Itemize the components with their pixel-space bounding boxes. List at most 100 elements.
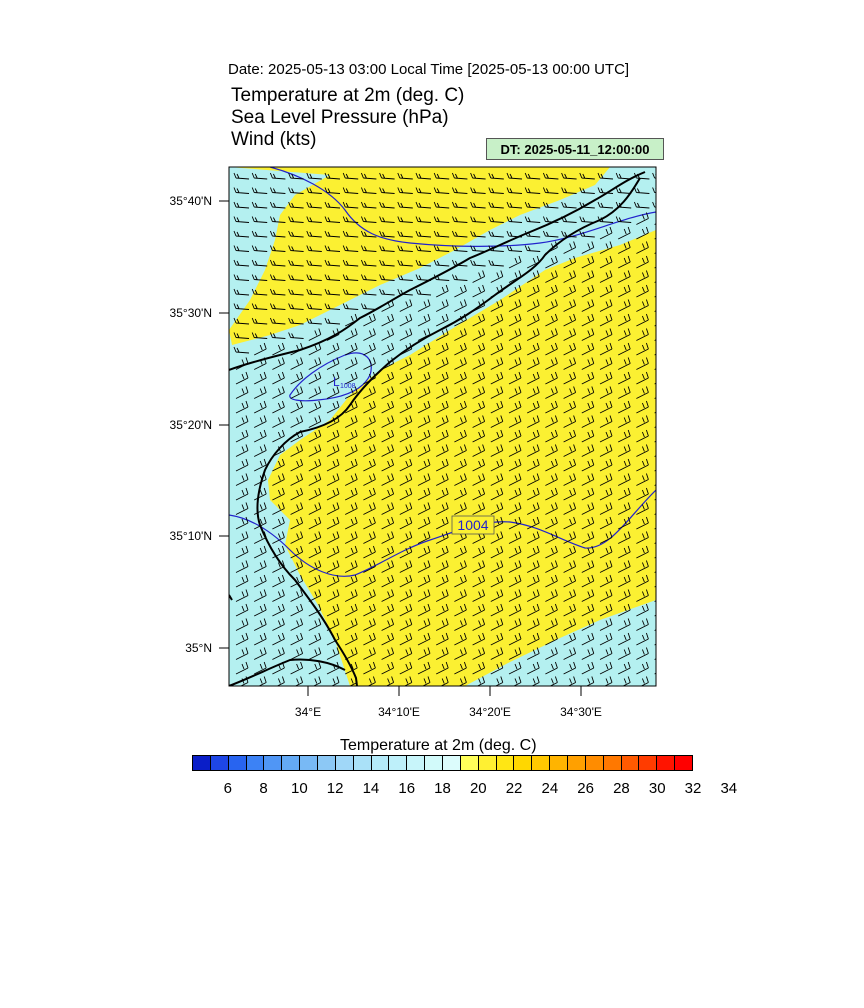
- wind-barb: [435, 545, 449, 559]
- wind-barb: [417, 531, 431, 544]
- wind-barb: [599, 241, 613, 254]
- wind-barb: [342, 288, 359, 296]
- wind-barb: [269, 187, 286, 194]
- wind-barb: [288, 187, 304, 194]
- wind-barb: [490, 545, 504, 559]
- wind-barb: [488, 259, 504, 267]
- wind-barb: [472, 545, 486, 559]
- wind-barb: [253, 386, 267, 399]
- wind-barb: [563, 313, 577, 327]
- wind-barb: [454, 560, 467, 573]
- wind-barb: [488, 216, 504, 223]
- wind-barb: [563, 342, 577, 356]
- wind-barb: [308, 328, 322, 341]
- wind-barb: [636, 415, 649, 428]
- wind-barb: [399, 458, 413, 472]
- wind-barb: [581, 444, 595, 457]
- colorbar-box: [621, 756, 640, 770]
- wind-barb: [636, 618, 649, 631]
- wind-barb: [269, 172, 286, 180]
- wind-barb: [636, 299, 649, 312]
- wind-barb: [472, 560, 486, 573]
- wind-barb: [360, 274, 377, 281]
- date-line: Date: 2025-05-13 03:00 Local Time [2025-…: [228, 61, 630, 78]
- wind-barb: [454, 371, 467, 385]
- wind-barb: [342, 216, 359, 223]
- wind-barb: [415, 230, 432, 238]
- wind-barb: [381, 545, 395, 559]
- wind-barb: [344, 328, 358, 341]
- wind-barb: [490, 357, 504, 370]
- wind-barb: [581, 618, 595, 631]
- wind-barb: [360, 172, 377, 180]
- wind-barb: [344, 429, 358, 443]
- wind-barb: [435, 284, 449, 298]
- wind-barb: [253, 545, 267, 559]
- wind-barb: [342, 230, 359, 238]
- wind-barb: [599, 473, 613, 486]
- wind-barb: [235, 458, 249, 472]
- wind-barb: [561, 230, 577, 238]
- wind-barb: [235, 400, 249, 414]
- wind-barb: [363, 661, 376, 675]
- wind-barb: [272, 589, 285, 602]
- wind-barb: [526, 386, 540, 399]
- wind-barb: [308, 560, 322, 573]
- wind-barb: [563, 603, 577, 617]
- wind-barb: [472, 270, 486, 283]
- wind-barb: [435, 502, 449, 515]
- wind-barb: [581, 371, 595, 385]
- wind-barb: [272, 429, 285, 443]
- wind-barb: [415, 259, 432, 267]
- wind-barb: [581, 415, 595, 428]
- wind-barb: [363, 342, 376, 356]
- colorbar-label: 24: [541, 780, 559, 797]
- wind-barb: [326, 458, 340, 472]
- wind-barb: [617, 458, 631, 472]
- wind-barb: [617, 270, 631, 283]
- wind-barb: [253, 632, 267, 646]
- wind-barb: [526, 444, 540, 457]
- colorbar-box: [353, 756, 372, 770]
- wind-barb: [288, 288, 304, 296]
- wind-barb: [435, 313, 449, 327]
- wind-barb: [233, 317, 250, 325]
- wind-barb: [290, 560, 304, 573]
- wind-barb: [272, 560, 285, 573]
- wind-barb: [526, 661, 540, 675]
- wind-barb: [472, 386, 486, 399]
- wind-barb: [342, 274, 359, 281]
- wind-barb: [253, 371, 267, 385]
- wind-barb: [324, 259, 341, 267]
- wind-barb: [272, 415, 285, 428]
- wind-barb: [599, 560, 613, 573]
- wind-barb: [415, 187, 432, 194]
- wind-barb: [417, 589, 431, 602]
- wind-barb: [363, 647, 376, 660]
- wind-barb: [563, 661, 577, 675]
- wind-barb: [272, 545, 285, 559]
- colorbar-label: 8: [259, 780, 268, 797]
- wind-barb: [308, 371, 322, 385]
- wind-barb: [269, 230, 286, 238]
- wind-barb: [451, 172, 468, 180]
- wind-barb: [526, 618, 540, 631]
- wind-barb: [451, 201, 468, 209]
- wind-barb: [636, 226, 649, 240]
- wind-barb: [545, 284, 558, 298]
- wind-barb: [526, 284, 540, 298]
- wind-barb: [563, 255, 577, 269]
- wind-barb: [563, 241, 577, 254]
- wind-barb: [399, 487, 413, 501]
- wind-barb: [288, 172, 304, 180]
- wind-barb: [451, 230, 468, 238]
- wind-barb: [251, 230, 268, 238]
- wind-barb: [454, 545, 467, 559]
- wind-barb: [472, 661, 486, 675]
- wind-barb: [253, 574, 267, 588]
- wind-barb: [563, 371, 577, 385]
- wind-barb: [526, 603, 540, 617]
- wind-barb: [399, 473, 413, 486]
- wind-barb: [290, 545, 304, 559]
